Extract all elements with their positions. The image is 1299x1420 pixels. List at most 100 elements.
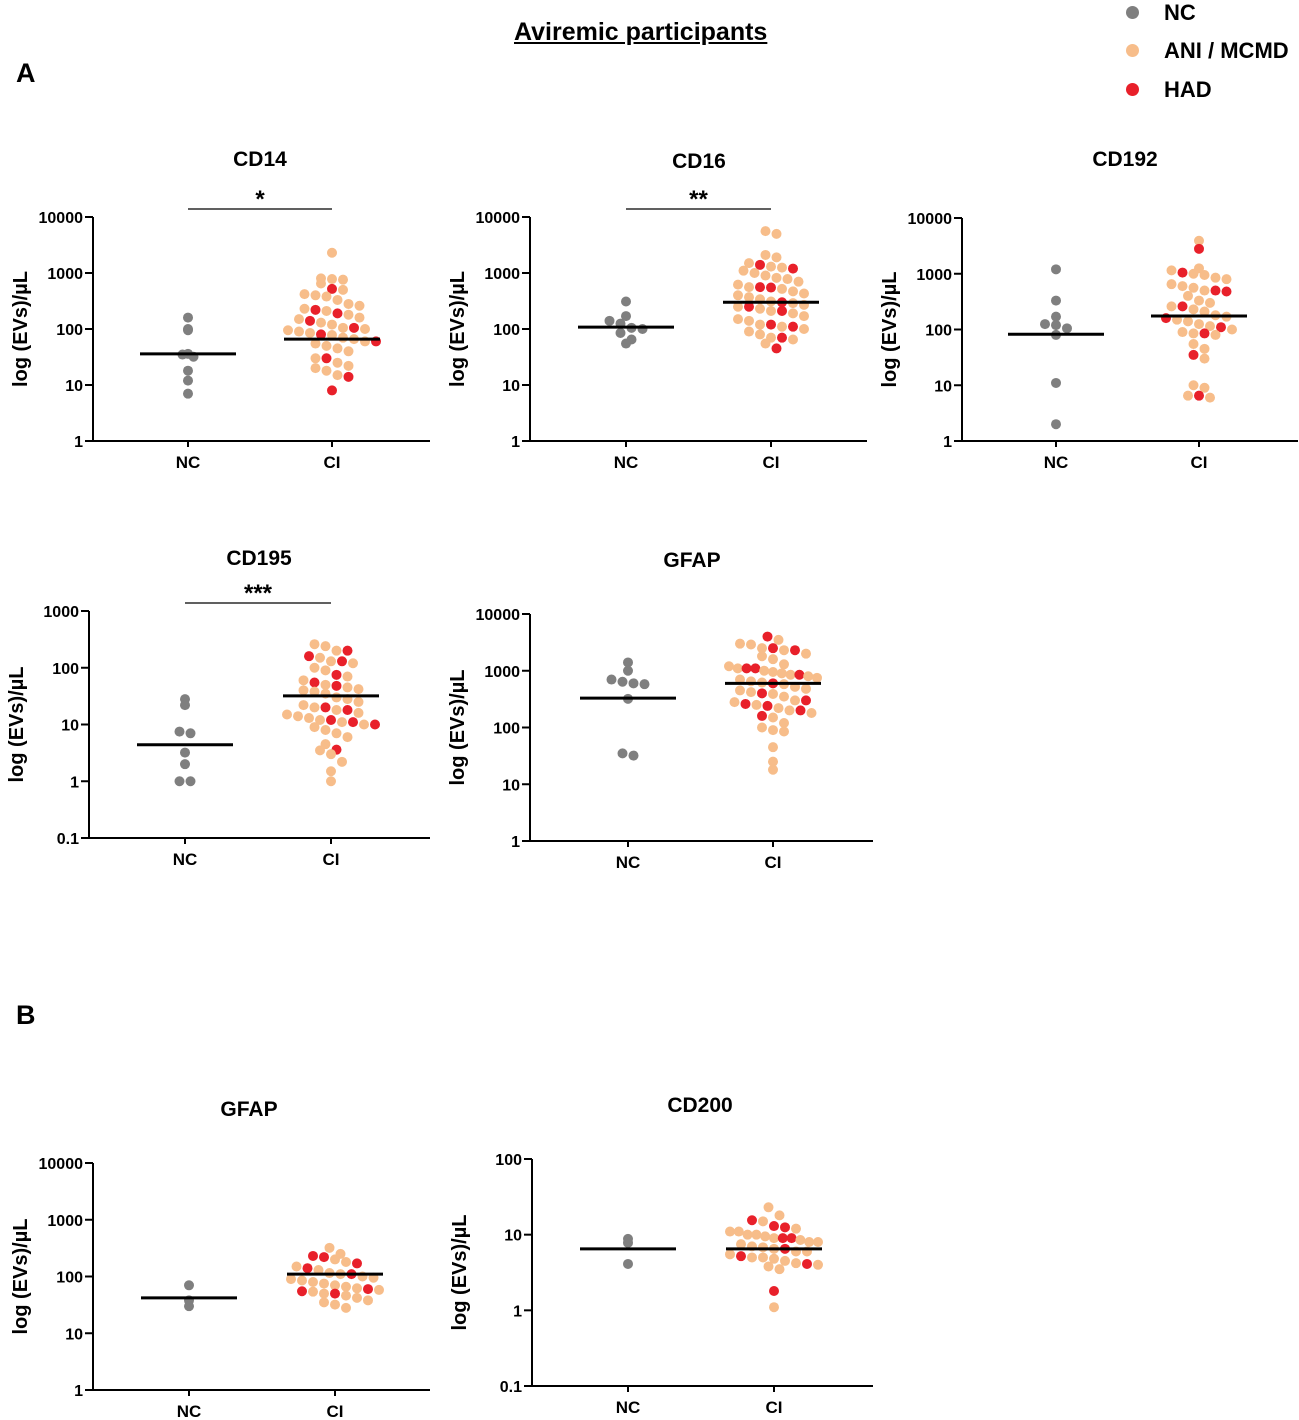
data-point-ci-ani-mcmd	[1188, 304, 1199, 315]
data-point-ci-ani-mcmd	[353, 696, 364, 707]
data-point-nc	[606, 674, 617, 685]
data-point-ci-ani-mcmd	[803, 671, 814, 682]
data-point-ci-had	[755, 259, 765, 270]
chart-b-cd200: CD200 0.1 1 10 100 log (EVs)/µL NC CI	[449, 1094, 873, 1417]
data-point-ci-ani-mcmd	[1205, 321, 1215, 332]
data-point-ci-ani-mcmd	[793, 276, 804, 287]
data-point-ci-ani-mcmd	[324, 1242, 335, 1253]
data-point-nc	[1051, 311, 1061, 322]
data-point-ci-ani-mcmd	[799, 311, 809, 322]
data-point-ci-ani-mcmd	[779, 718, 789, 729]
data-point-ci-ani-mcmd	[1199, 269, 1210, 280]
data-point-nc	[621, 311, 631, 322]
data-point-ci-ani-mcmd	[768, 742, 778, 753]
data-point-ci-ani-mcmd	[733, 290, 743, 301]
data-point-ci-ani-mcmd	[331, 692, 342, 703]
data-point-nc	[623, 657, 633, 668]
data-point-ci-ani-mcmd	[784, 705, 795, 716]
data-point-ci-ani-mcmd	[769, 1302, 779, 1313]
data-point-ci-ani-mcmd	[763, 1202, 774, 1213]
data-point-ci-ani-mcmd	[1183, 316, 1193, 327]
data-point-ci-ani-mcmd	[1194, 319, 1204, 330]
data-point-ci-had	[342, 645, 353, 656]
data-point-ci-ani-mcmd	[777, 262, 787, 273]
data-point-ci-ani-mcmd	[791, 1258, 801, 1269]
data-point-ci-ani-mcmd	[733, 1226, 744, 1237]
data-point-ci-had	[370, 719, 380, 730]
data-point-ci-ani-mcmd	[343, 346, 354, 357]
data-point-ci-ani-mcmd	[812, 672, 822, 683]
y-tick-label: 100	[56, 322, 83, 339]
data-point-ci-ani-mcmd	[315, 715, 325, 726]
chart-title: CD14	[233, 148, 287, 171]
data-point-ci-ani-mcmd	[359, 719, 369, 730]
data-point-ci-ani-mcmd	[1194, 295, 1204, 306]
data-point-ci-ani-mcmd	[341, 1257, 351, 1268]
data-point-ci-ani-mcmd	[1199, 382, 1210, 393]
y-tick-label: 1	[74, 434, 83, 451]
data-point-ci-ani-mcmd	[779, 726, 789, 737]
data-point-ci-ani-mcmd	[806, 708, 817, 719]
panel-label-a: A	[16, 58, 36, 88]
data-point-ci-ani-mcmd	[759, 665, 770, 676]
data-point-nc	[639, 679, 650, 690]
data-point-ci-had	[741, 663, 752, 674]
data-point-ci-ani-mcmd	[777, 321, 787, 332]
y-axis-label: log (EVs)/µL	[10, 271, 32, 387]
data-point-ci-ani-mcmd	[310, 290, 321, 301]
data-point-ci-ani-mcmd	[782, 274, 793, 285]
data-point-ci-ani-mcmd	[773, 634, 784, 645]
y-axis-label: log (EVs)/µL	[447, 670, 469, 786]
chart-title: CD16	[672, 150, 726, 173]
data-point-ci-ani-mcmd	[342, 732, 353, 743]
data-point-nc	[628, 750, 639, 761]
data-point-ci-ani-mcmd	[327, 274, 337, 285]
y-tick-label: 100	[493, 322, 520, 339]
data-point-ci-ani-mcmd	[738, 265, 749, 276]
data-point-ci-ani-mcmd	[813, 1259, 823, 1270]
y-tick-label: 10	[504, 1228, 522, 1245]
data-point-ci-had	[788, 263, 798, 274]
y-tick-label: 1	[513, 1303, 522, 1320]
data-point-ci-ani-mcmd	[294, 314, 304, 325]
data-point-nc	[184, 1301, 194, 1312]
data-point-ci-had	[744, 301, 754, 312]
chart-title: GFAP	[663, 549, 720, 572]
x-tick-label-nc: NC	[173, 850, 198, 869]
data-point-ci-had	[305, 315, 315, 326]
data-point-ci-ani-mcmd	[749, 268, 760, 278]
data-point-ci-had	[786, 1233, 797, 1244]
y-tick-label: 1000	[47, 1213, 83, 1230]
data-point-ci-ani-mcmd	[316, 278, 326, 289]
data-point-nc	[623, 665, 633, 676]
y-tick-label: 1	[943, 434, 952, 451]
data-point-ci-ani-mcmd	[1199, 343, 1210, 354]
data-point-ci-had	[801, 695, 811, 706]
data-point-ci-ani-mcmd	[352, 1283, 362, 1294]
data-point-ci-ani-mcmd	[773, 703, 784, 714]
data-point-ci-had	[327, 385, 337, 396]
data-point-ci-ani-mcmd	[320, 665, 331, 676]
data-point-ci-ani-mcmd	[744, 292, 754, 303]
data-point-nc	[617, 676, 628, 687]
data-point-ci-ani-mcmd	[1188, 380, 1199, 391]
data-point-ci-had	[1216, 322, 1226, 333]
data-point-ci-ani-mcmd	[735, 638, 745, 649]
y-tick-label: 1	[511, 834, 520, 851]
data-point-ci-ani-mcmd	[1199, 306, 1210, 317]
data-point-ci-had	[302, 1263, 313, 1274]
data-point-ci-ani-mcmd	[1227, 324, 1237, 335]
data-point-ci-ani-mcmd	[354, 312, 365, 323]
data-point-ci-ani-mcmd	[374, 1284, 384, 1295]
chart-b-gfap: GFAP 1 10 100 1000 10000 log (EVs)/µL NC CI	[10, 1098, 430, 1420]
data-point-nc	[615, 327, 626, 338]
chart-title: CD192	[1092, 148, 1157, 171]
data-point-nc	[174, 776, 185, 787]
data-point-ci-ani-mcmd	[813, 1236, 823, 1247]
data-point-ci-ani-mcmd	[733, 314, 743, 325]
data-point-ci-ani-mcmd	[337, 717, 347, 728]
data-point-ci-ani-mcmd	[304, 713, 314, 724]
data-point-ci-ani-mcmd	[338, 322, 348, 333]
data-point-ci-ani-mcmd	[763, 1261, 774, 1272]
data-point-ci-ani-mcmd	[768, 764, 778, 775]
